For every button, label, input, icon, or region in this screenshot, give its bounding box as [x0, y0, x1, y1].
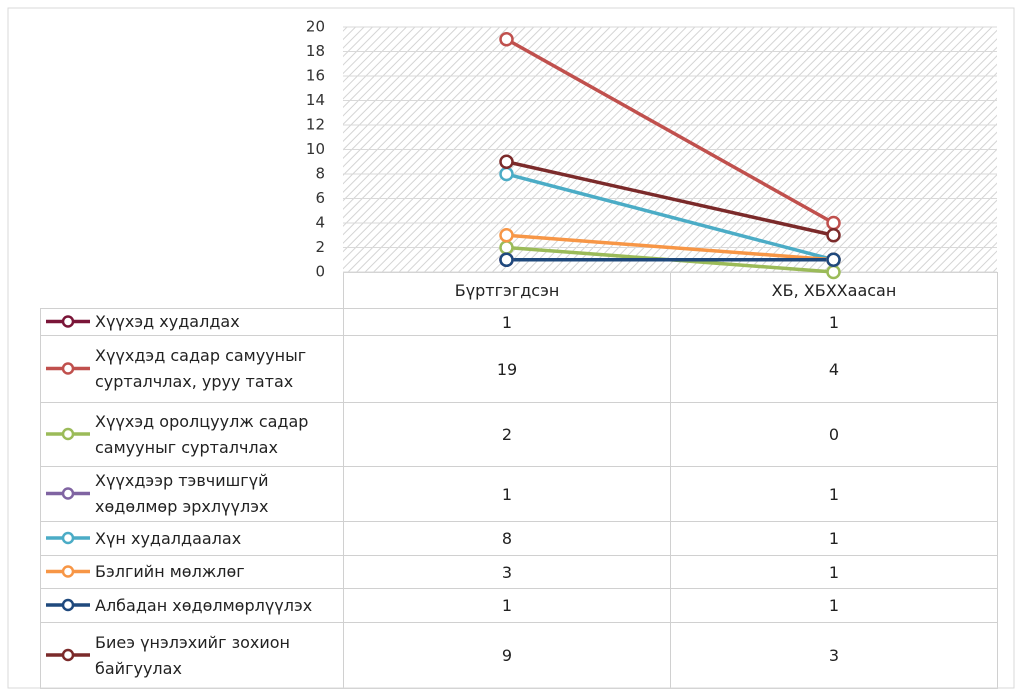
series-marker	[499, 32, 514, 47]
category-header: Бүртгэгдсэн	[343, 272, 671, 309]
table-value: 4	[670, 335, 998, 403]
table-value: 1	[670, 588, 998, 623]
series-marker	[499, 252, 514, 267]
series-marker	[826, 252, 841, 267]
y-tick-label: 2	[315, 238, 325, 256]
y-tick-label: 14	[306, 91, 325, 109]
category-header: ХБ, ХБХХаасан	[670, 272, 998, 309]
table-value: 1	[343, 466, 671, 522]
y-tick-label: 20	[306, 18, 325, 36]
legend-entry: Хүүхдэд садар самууныг сурталчлах, уруу …	[40, 335, 344, 403]
y-tick-label: 8	[315, 165, 325, 183]
y-tick-label: 0	[315, 263, 325, 281]
series-line	[506, 245, 834, 274]
table-value: 1	[670, 521, 998, 556]
legend-entry: Хүүхэд оролцуулж садар самууныг сурталчл…	[40, 402, 344, 467]
plot-area	[343, 27, 997, 272]
y-tick-label: 12	[306, 116, 325, 134]
legend-entry: Биеэ үнэлэхийг зохион байгуулах	[40, 622, 344, 689]
table-value: 0	[670, 402, 998, 467]
y-tick-label: 6	[315, 189, 325, 207]
series-marker	[826, 228, 841, 243]
table-value: 1	[670, 308, 998, 336]
y-tick-label: 16	[306, 67, 325, 85]
series-marker	[826, 252, 841, 267]
series-marker	[826, 252, 841, 267]
series-marker	[499, 228, 514, 243]
table-value: 1	[343, 308, 671, 336]
series-marker	[826, 252, 841, 267]
table-value: 1	[343, 588, 671, 623]
series-line	[505, 37, 835, 225]
series-line	[506, 233, 834, 262]
y-tick-label: 4	[315, 214, 325, 232]
y-tick-label: 18	[306, 42, 325, 60]
legend-entry: Хүн худалдаалах	[40, 521, 344, 556]
table-value: 19	[343, 335, 671, 403]
series-marker	[826, 215, 841, 231]
y-tick-label: 10	[306, 140, 325, 158]
legend-entry: Албадан хөдөлмөрлүүлэх	[40, 588, 344, 623]
series-marker	[499, 252, 514, 267]
legend-entry: Хүүхдээр тэвчишгүй хөдөлмөр эрхлүүлэх	[40, 466, 344, 522]
legend-entry: Бэлгийн мөлжлөг	[40, 555, 344, 589]
table-value: 3	[343, 555, 671, 589]
series-marker	[499, 252, 514, 267]
series-line	[506, 172, 834, 262]
table-value: 2	[343, 402, 671, 467]
legend-entry: Хүүхэд худалдах	[40, 308, 344, 336]
series-marker	[826, 252, 841, 267]
series-line	[506, 160, 834, 237]
series-marker	[499, 154, 514, 169]
table-value: 8	[343, 521, 671, 556]
table-value: 1	[670, 466, 998, 522]
series-marker	[499, 240, 514, 255]
table-value: 1	[670, 555, 998, 589]
table-value: 3	[670, 622, 998, 689]
series-marker	[499, 166, 514, 182]
table-value: 9	[343, 622, 671, 689]
